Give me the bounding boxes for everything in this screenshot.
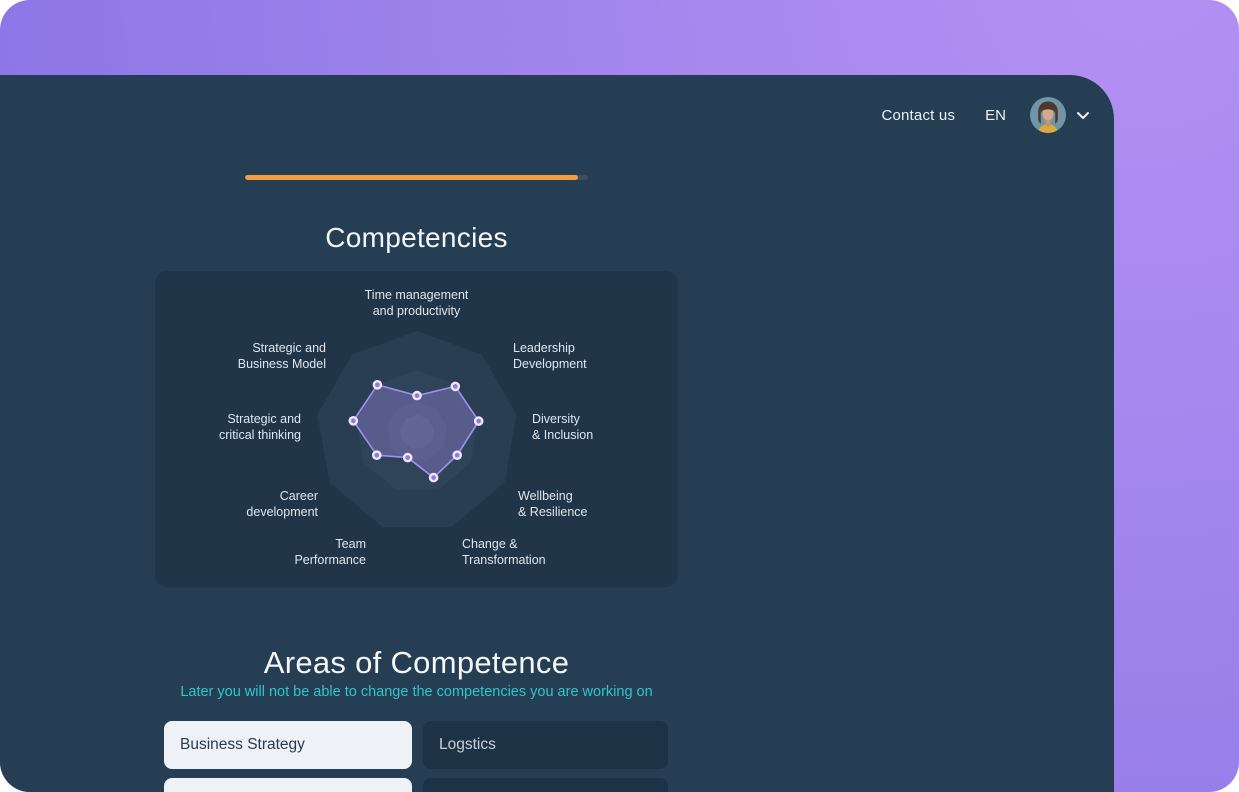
radar-chart-card: Time management and productivity Leaders… [155, 271, 678, 587]
radar-axis-label: Team Performance [294, 537, 366, 567]
radar-axis-label: Strategic and critical thinking [219, 412, 301, 442]
option-logstics[interactable]: Logstics [423, 721, 668, 769]
radar-axis-label: Leadership Development [513, 341, 587, 371]
radar-axis-label: Time management and productivity [364, 288, 469, 318]
language-selector[interactable]: EN [985, 106, 1006, 124]
areas-subtitle: Later you will not be able to change the… [180, 684, 653, 700]
main-panel: Contact us EN [0, 75, 1114, 792]
competencies-title: Competencies [325, 222, 508, 253]
contact-us-link[interactable]: Contact us [881, 106, 956, 124]
radar-axis-label: Wellbeing & Resilience [518, 489, 588, 519]
top-navigation: Contact us EN [881, 96, 1090, 134]
option-row2-left[interactable] [164, 778, 412, 792]
option-business-strategy[interactable]: Business Strategy [164, 721, 412, 769]
radar-axis-label: Change & Transformation [462, 537, 546, 567]
chevron-down-icon[interactable] [1076, 111, 1090, 120]
avatar[interactable] [1030, 97, 1066, 133]
areas-of-competence-title: Areas of Competence [263, 645, 570, 680]
radar-axis-label: Career development [246, 489, 318, 519]
progress-bar-fill [245, 175, 578, 180]
radar-axis-label: Diversity & Inclusion [532, 412, 594, 442]
competence-options: Business Strategy Logstics [164, 721, 668, 792]
progress-bar [245, 175, 588, 180]
avatar-portrait [1030, 97, 1066, 133]
radar-axis-label: Strategic and Business Model [237, 341, 326, 371]
radar-chart [317, 331, 517, 527]
option-row2-right[interactable] [423, 778, 668, 792]
